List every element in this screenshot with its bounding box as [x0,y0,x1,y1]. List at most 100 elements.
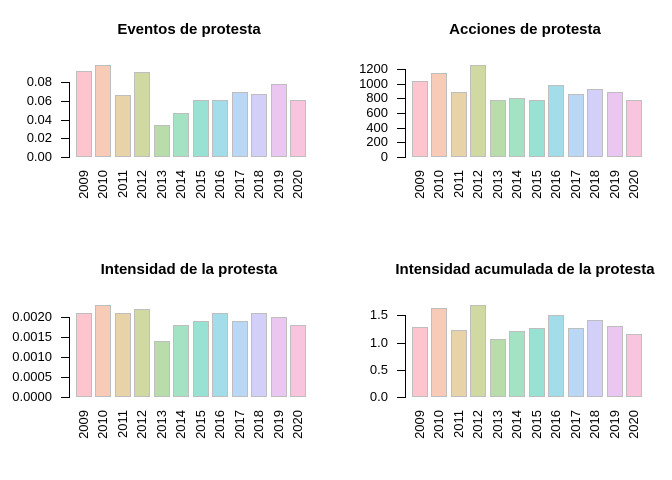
x-axis-label: 2018 [251,170,267,199]
bar-2011 [450,329,467,397]
y-axis-line [69,82,70,158]
x-axis-label: 2019 [606,170,622,199]
bar-2013 [153,340,170,397]
bar-2011 [450,91,467,157]
x-axis-label: 2013 [489,410,505,439]
y-axis-tick [61,397,69,398]
y-axis-tick [397,397,405,398]
y-axis-tick [397,83,405,85]
bar-2017 [231,320,248,397]
x-axis-label: 2015 [528,410,544,439]
bar-2018 [587,319,604,397]
y-axis-tick [397,369,405,371]
x-axis-label: 2012 [134,410,150,439]
x-axis-label: 2015 [192,410,208,439]
x-axis-label: 2014 [173,410,189,439]
y-axis-tick [397,112,405,114]
bar-2009 [411,81,428,157]
y-axis-tick-label: 0 [380,149,388,164]
x-axis-label: 2020 [626,410,642,439]
x-axis-label: 2016 [212,410,228,439]
x-axis-label: 2014 [173,170,189,199]
y-axis-tick-label: 0.5 [369,361,388,377]
x-axis-label: 2009 [75,170,91,199]
bar-2010 [95,304,112,397]
bar-2015 [192,320,209,397]
bar-2014 [509,330,526,397]
y-axis-tick [61,157,69,158]
x-axis-label: 2011 [450,410,466,438]
x-axis-label: 2009 [411,410,427,439]
bar-2009 [75,312,92,397]
x-axis-label: 2012 [134,170,150,199]
y-axis-tick-label: 0.08 [26,74,52,90]
chart-intensidad-acumulada-de-la-protesta: Intensidad acumulada de la protesta 0.0 0… [336,240,672,480]
x-axis-label: 2016 [548,170,564,199]
x-axis-label: 2017 [567,410,583,439]
x-axis-label: 2020 [290,170,306,199]
bar-2012 [134,308,151,397]
bar-2013 [489,338,506,397]
y-axis-tick-label: 0.0020 [12,308,52,324]
y-axis-tick-label: 0.02 [26,130,52,146]
bar-2020 [290,324,307,397]
x-axis-label: 2018 [587,410,603,439]
y-axis-line [405,315,406,398]
x-axis-label: 2010 [95,410,111,439]
y-axis-tick [397,342,405,344]
bar-2015 [192,100,209,157]
bar-2015 [528,100,545,157]
x-axis-label: 2017 [231,410,247,439]
x-axis-label: 2014 [509,410,525,439]
x-axis-label: 2012 [470,170,486,199]
chart-title: Intensidad de la protesta [100,261,278,278]
x-axis-label: 2011 [450,170,466,198]
bar-2011 [114,95,131,157]
bar-2019 [606,325,623,397]
bar-2014 [173,324,190,397]
y-axis-tick [397,68,405,70]
bar-2010 [431,72,448,157]
bar-2017 [567,328,584,397]
x-axis-label: 2009 [411,170,427,199]
bar-2018 [251,312,268,397]
y-axis-tick-label: 1000 [359,75,388,91]
x-axis-label: 2010 [431,170,447,199]
y-axis-tick-label: 0.0005 [12,368,52,384]
plot-area: 0.0 0.5 1.0 1.5 2009 2010 2011 2012 2013 2014 2015… [336,240,672,480]
x-axis-label: 2013 [153,170,169,199]
x-axis-label: 2011 [114,410,130,438]
y-axis-tick [61,100,69,102]
x-axis-label: 2009 [75,410,91,439]
y-axis-tick [397,142,405,144]
y-axis-tick [61,336,69,338]
bar-2016 [212,312,229,397]
y-axis-tick-label: 400 [366,119,388,135]
bar-2016 [548,314,565,397]
y-axis-tick-label: 0.0010 [12,348,52,364]
chart-title: Eventos de protesta [117,21,261,38]
bar-2019 [270,84,287,157]
y-axis-tick-label: 0.0015 [12,328,52,344]
x-axis-label: 2010 [95,170,111,199]
x-axis-label: 2012 [470,410,486,439]
y-axis-tick [61,316,69,318]
x-axis-label: 2018 [587,170,603,199]
x-axis-label: 2017 [231,170,247,199]
bar-2012 [470,304,487,397]
x-axis-label: 2011 [114,170,130,198]
x-axis-label: 2019 [270,170,286,199]
chart-acciones-de-protesta: Acciones de protesta 0 200 400 600 800 1000 12… [336,0,672,240]
chart-eventos-de-protesta: Eventos de protesta 0.00 0.02 0.04 0.06 0.08… [0,0,336,240]
bar-2010 [431,308,448,397]
bar-2020 [626,333,643,397]
x-axis-label: 2013 [153,410,169,439]
y-axis-tick [397,315,405,317]
x-axis-label: 2013 [489,170,505,199]
bar-2017 [567,93,584,157]
bar-2016 [212,100,229,157]
chart-title: Acciones de protesta [449,21,601,38]
y-axis-tick-label: 1.5 [369,307,388,323]
plot-area: 0.00 0.02 0.04 0.06 0.08 2009 2010 2011 2012 2013… [0,0,336,240]
y-axis-tick-label: 0.06 [26,92,52,108]
